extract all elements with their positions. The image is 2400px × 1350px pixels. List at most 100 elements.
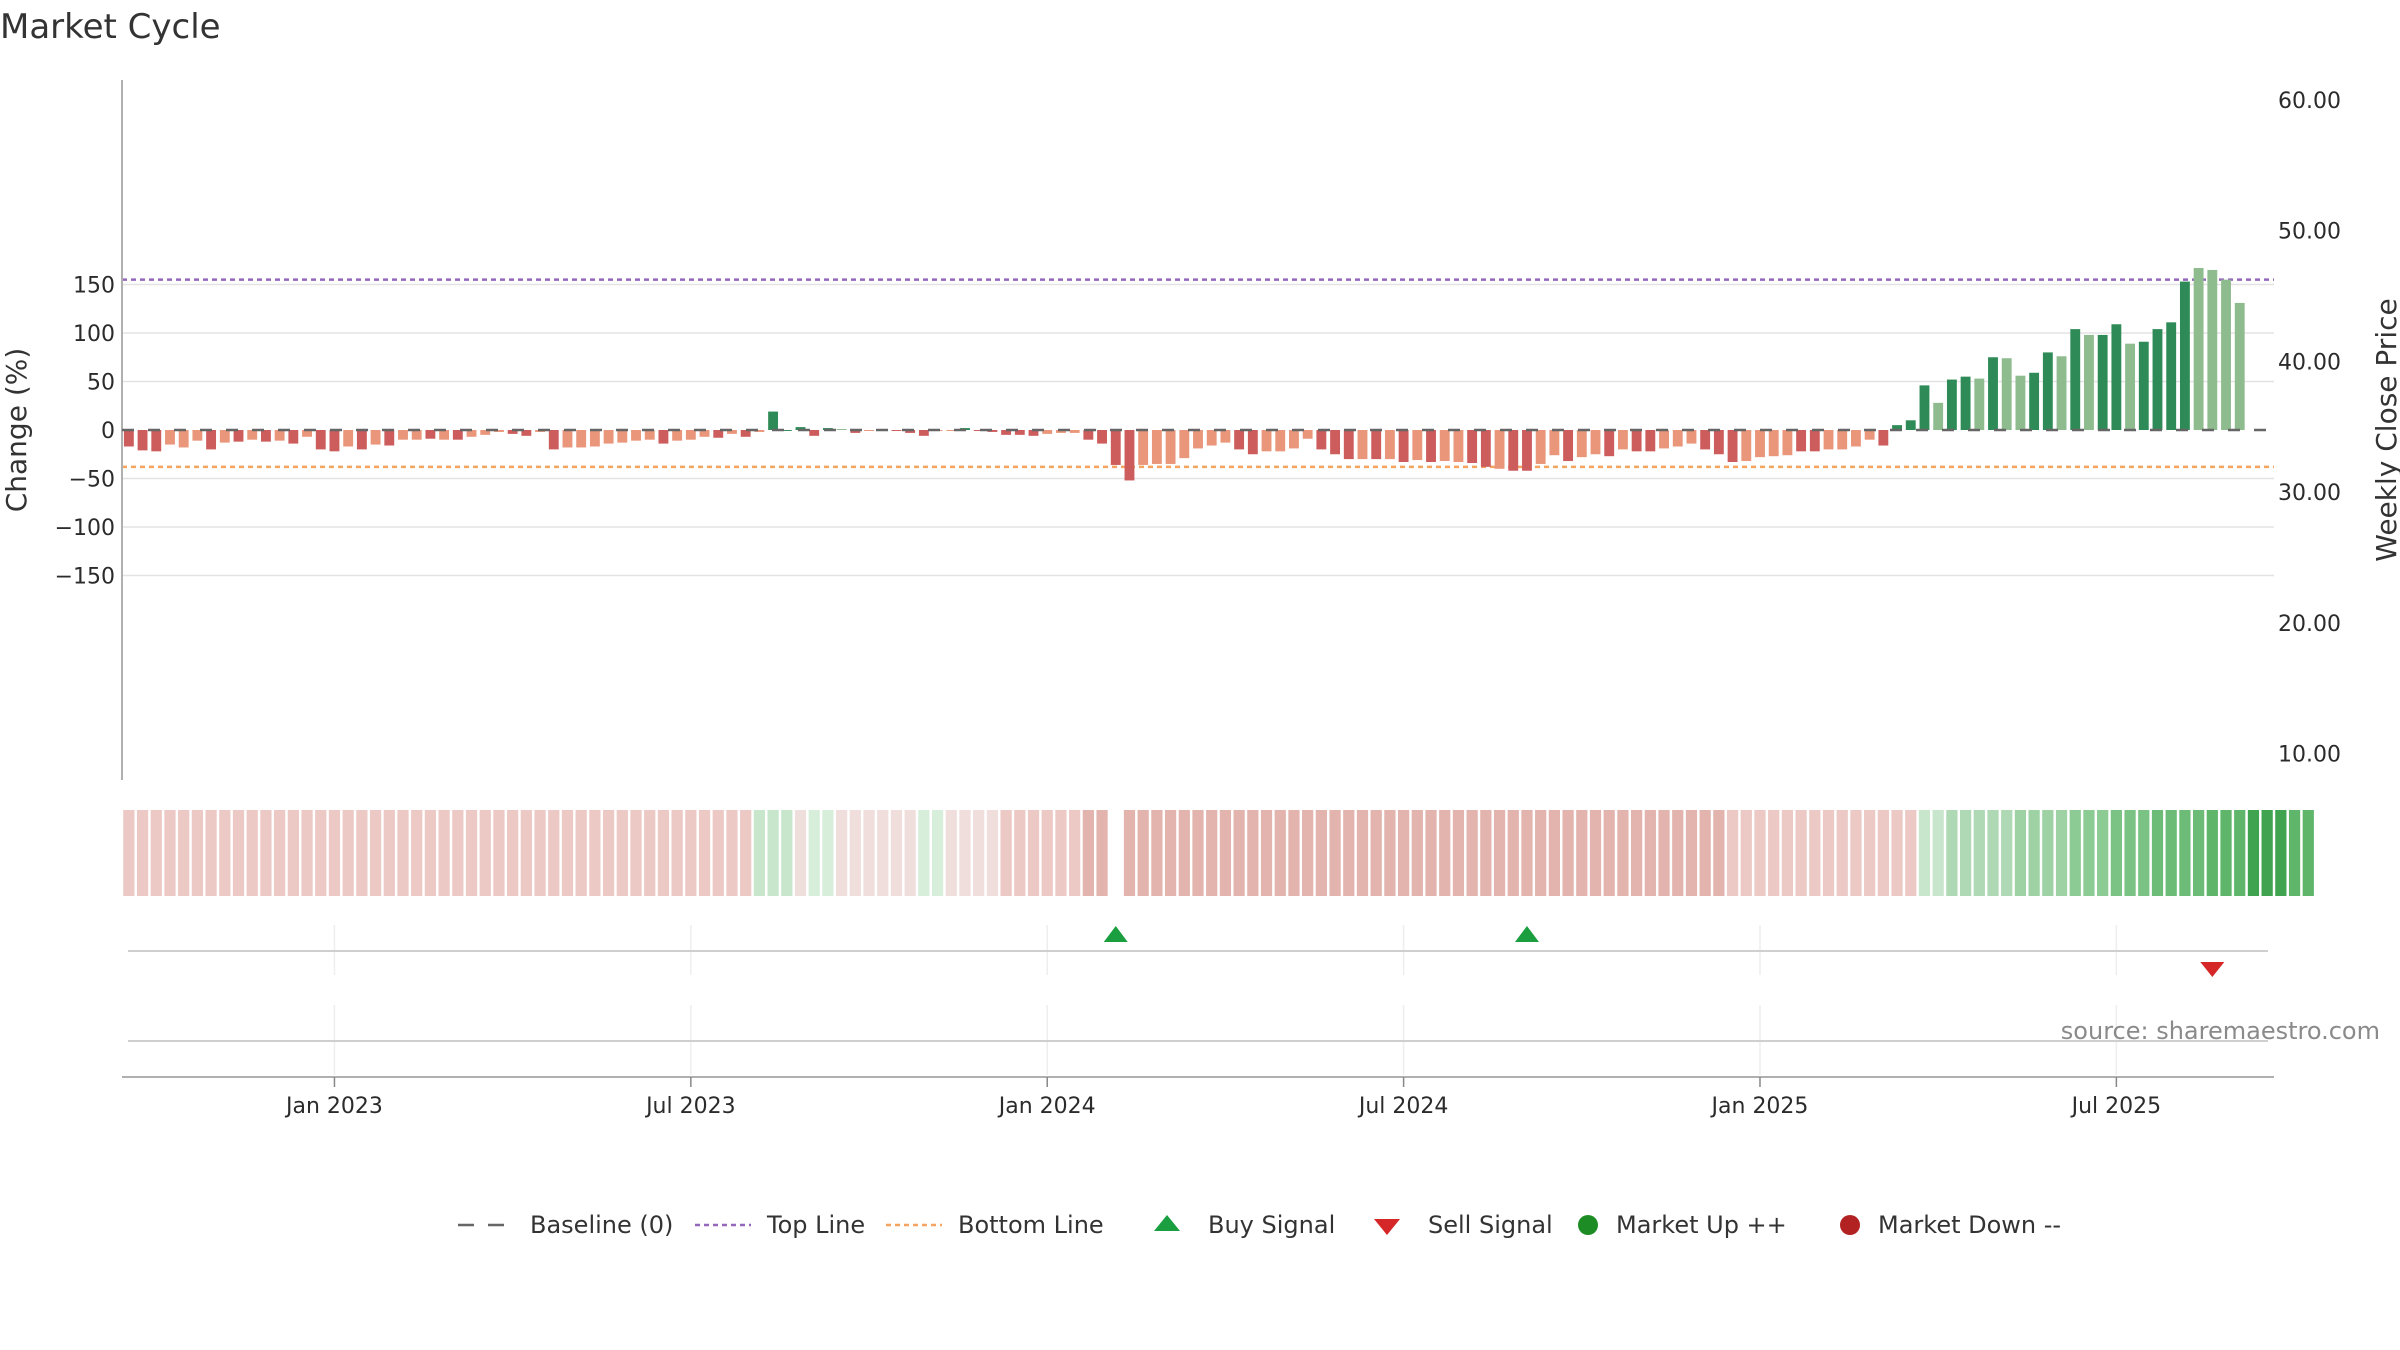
strength-cell xyxy=(1425,810,1437,896)
bar xyxy=(370,430,381,445)
strength-cell xyxy=(1562,810,1574,896)
legend: Baseline (0) Top Line Bottom Line Buy Signa… xyxy=(458,1211,2061,1239)
strength-cell xyxy=(2206,810,2218,896)
strength-cell xyxy=(493,810,505,896)
bar xyxy=(2015,375,2026,430)
bar xyxy=(2001,358,2012,430)
legend-label: Buy Signal xyxy=(1208,1211,1335,1239)
strength-cell xyxy=(150,810,162,896)
strength-cell xyxy=(2069,810,2081,896)
strength-cell xyxy=(561,810,574,896)
strength-cell xyxy=(753,810,765,896)
strength-cell xyxy=(1233,810,1245,896)
sell-signal-marker xyxy=(2200,962,2225,977)
x-axis: Jan 2023 Jul 2023 Jan 2024 Jul 2024 Jan 2025… xyxy=(122,1076,2274,1119)
bar xyxy=(2070,329,2081,430)
strength-cell xyxy=(671,810,683,896)
source-note: source: sharemaestro.com xyxy=(2061,1017,2380,1045)
strength-cell xyxy=(986,810,999,896)
bar xyxy=(699,430,710,437)
bar xyxy=(1001,430,1012,435)
strength-cell xyxy=(602,810,615,896)
y-left-tick-label: 100 xyxy=(73,322,115,347)
strength-cell xyxy=(1123,810,1136,896)
strength-cell xyxy=(136,810,149,896)
strength-cell xyxy=(616,810,628,896)
bar xyxy=(2193,268,2204,430)
bar xyxy=(727,430,737,434)
buy-signal-marker xyxy=(1103,926,1128,942)
strength-cell xyxy=(1493,810,1506,896)
strength-cell xyxy=(178,810,190,896)
bar xyxy=(2179,281,2190,430)
bar xyxy=(918,430,929,436)
strength-cell xyxy=(1343,810,1355,896)
bar xyxy=(494,430,504,432)
legend-label: Market Up ++ xyxy=(1616,1211,1787,1239)
strength-cell xyxy=(1082,810,1094,896)
bar xyxy=(302,430,312,437)
bar xyxy=(1330,430,1341,455)
bar xyxy=(1138,430,1149,465)
bar xyxy=(1768,430,1779,457)
strength-cell xyxy=(2234,810,2246,896)
strength-cell xyxy=(726,810,738,896)
strength-cell xyxy=(1822,810,1835,896)
bar xyxy=(480,430,491,435)
bar xyxy=(1535,430,1546,464)
strength-cell xyxy=(1206,810,1218,896)
x-tick-label: Jul 2023 xyxy=(644,1094,736,1119)
strength-cell xyxy=(589,810,601,896)
bar xyxy=(809,430,820,436)
strength-cell xyxy=(2261,810,2273,896)
bar xyxy=(1549,430,1560,456)
bar xyxy=(946,430,957,431)
strength-cell xyxy=(835,810,848,896)
x-tick-label: Jan 2023 xyxy=(284,1094,383,1119)
strength-cell xyxy=(2247,810,2260,896)
bar xyxy=(631,430,641,441)
bar xyxy=(1343,430,1354,460)
bar xyxy=(1974,378,1985,430)
strength-cell xyxy=(534,810,546,896)
strength-cell xyxy=(2097,810,2109,896)
strength-cell xyxy=(164,810,176,896)
strength-cell xyxy=(1137,810,1149,896)
bar xyxy=(1755,430,1765,458)
legend-item-bottom: Bottom Line xyxy=(886,1211,1104,1239)
strength-cell xyxy=(315,810,327,896)
legend-item-down: Market Down -- xyxy=(1840,1211,2061,1239)
strength-cell xyxy=(1754,810,1766,896)
strength-cell xyxy=(1959,810,1972,896)
strength-cell xyxy=(397,810,409,896)
bar xyxy=(178,430,189,448)
bar xyxy=(672,430,683,441)
chart-title: Market Cycle xyxy=(0,7,221,47)
bar xyxy=(1686,430,1697,444)
bar xyxy=(644,430,655,440)
strength-cell xyxy=(1041,810,1053,896)
bar xyxy=(2056,356,2067,430)
strength-cell xyxy=(959,810,971,896)
bar xyxy=(356,430,367,450)
bar xyxy=(1892,425,1902,430)
bar xyxy=(740,430,751,437)
strength-cell xyxy=(1274,810,1286,896)
strength-cell xyxy=(1631,810,1643,896)
bar xyxy=(1878,430,1889,446)
y-right-tick-label: 20.00 xyxy=(2278,612,2341,637)
strength-cell xyxy=(1672,810,1684,896)
bar xyxy=(1124,430,1135,481)
y-left-axis-title: Change (%) xyxy=(0,348,33,513)
strength-cell xyxy=(1219,810,1232,896)
bar xyxy=(1809,430,1820,452)
bar xyxy=(1946,379,1957,430)
strength-cell xyxy=(2302,810,2314,896)
bar xyxy=(2234,302,2245,430)
bar xyxy=(2097,334,2108,430)
bar xyxy=(233,430,244,442)
legend-up-dot xyxy=(1578,1215,1598,1235)
bar xyxy=(891,430,902,431)
bar xyxy=(1713,430,1724,455)
legend-label: Top Line xyxy=(766,1211,865,1239)
